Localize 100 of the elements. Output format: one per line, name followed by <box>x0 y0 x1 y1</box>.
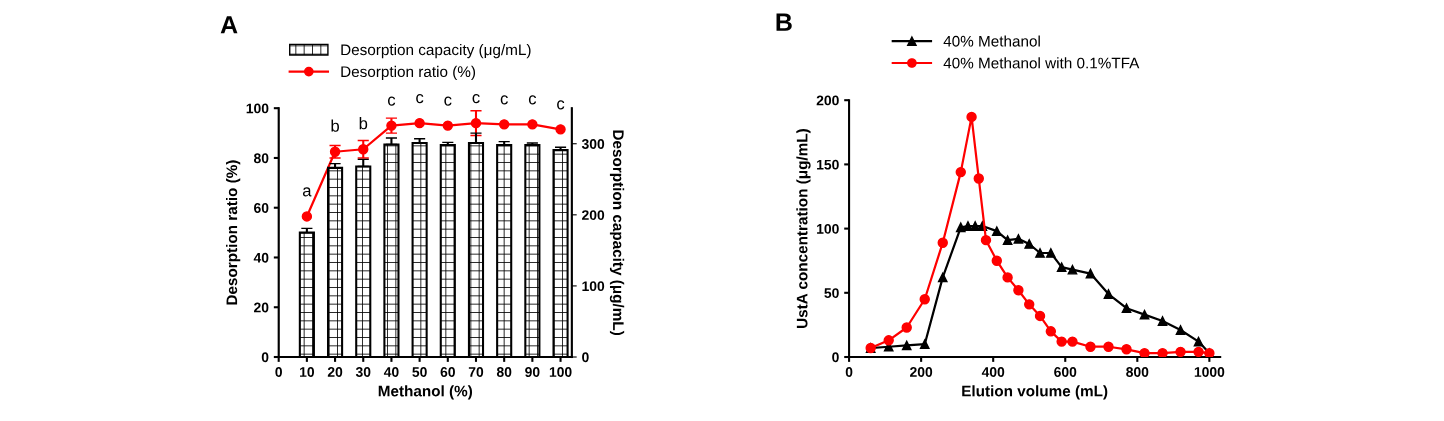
bar <box>411 141 428 358</box>
y-axis-title: UstA concentration (μg/mL) <box>796 129 811 328</box>
point <box>1121 344 1132 355</box>
annotation: c <box>472 94 480 104</box>
point <box>498 119 510 130</box>
x-tick-label: 800 <box>1126 367 1149 377</box>
x-tick-label: 30 <box>355 367 371 377</box>
chart-title: A <box>220 16 238 34</box>
point <box>1002 235 1013 246</box>
point <box>414 117 425 129</box>
annotation: c <box>528 95 537 105</box>
point <box>919 294 930 305</box>
annotation: b <box>359 117 368 130</box>
legend-label: Desorption capacity (μg/mL) <box>341 43 531 59</box>
point <box>301 211 313 222</box>
annotation: b <box>331 119 339 132</box>
point <box>1056 336 1067 347</box>
point <box>1103 341 1114 352</box>
point <box>1157 316 1168 326</box>
point <box>991 255 1003 266</box>
y2-tick-label: 100 <box>582 281 605 292</box>
point <box>1175 346 1186 358</box>
y2-tick-label: 200 <box>582 210 605 220</box>
point <box>1085 341 1096 352</box>
point <box>937 237 948 248</box>
point <box>1067 264 1078 275</box>
point <box>901 322 912 333</box>
point <box>901 340 912 351</box>
point <box>919 339 930 350</box>
chart-title: B <box>776 13 792 31</box>
y2-axis-title: Desorption capacity (μg/mL) <box>609 130 625 335</box>
annotation: c <box>387 96 396 106</box>
point <box>973 173 984 184</box>
y-tick-label: 0 <box>261 352 269 363</box>
x-axis-title: Methanol (%) <box>378 385 473 400</box>
bar <box>326 166 344 358</box>
y2-tick-label: 300 <box>581 139 605 149</box>
point <box>1034 310 1046 322</box>
bar <box>383 143 400 358</box>
y-tick-label: 50 <box>824 288 839 298</box>
x-tick-label: 50 <box>412 367 427 377</box>
y2-tick-label: 0 <box>582 352 589 363</box>
bar <box>439 144 456 358</box>
legend-label: Desorption ratio (%) <box>341 65 476 81</box>
annotation: c <box>416 94 424 104</box>
point <box>1024 239 1035 249</box>
point <box>1067 336 1078 347</box>
point <box>555 124 566 135</box>
point <box>963 221 973 231</box>
x-tick-label: 1000 <box>1194 367 1225 377</box>
x-tick-label: 400 <box>981 367 1005 377</box>
annotation: c <box>557 100 565 110</box>
x-tick-label: 90 <box>525 367 540 377</box>
x-tick-label: 60 <box>440 367 455 377</box>
point <box>1045 248 1056 258</box>
point <box>955 166 966 178</box>
y-tick-label: 100 <box>246 103 269 114</box>
point <box>1002 272 1013 283</box>
x-tick-label: 0 <box>275 367 282 377</box>
point <box>1157 347 1168 358</box>
x-axis-title: Elution volume (mL) <box>962 385 1108 400</box>
y-tick-label: 40 <box>253 252 269 263</box>
annotation: c <box>500 95 508 105</box>
x-tick-label: 200 <box>910 367 933 377</box>
bar <box>552 149 569 358</box>
x-tick-label: 40 <box>383 367 399 377</box>
point <box>966 111 977 123</box>
point <box>955 222 966 233</box>
point <box>937 272 948 283</box>
point <box>1139 347 1150 358</box>
bar <box>496 144 513 358</box>
y-tick-label: 200 <box>816 95 839 106</box>
y-tick-label: 150 <box>817 159 839 170</box>
y-tick-label: 80 <box>253 153 269 164</box>
point <box>1035 248 1045 258</box>
point <box>1056 262 1067 272</box>
x-tick-label: 70 <box>468 367 484 377</box>
y-tick-label: 20 <box>254 302 269 313</box>
y-tick-label: 60 <box>254 203 269 213</box>
x-tick-label: 80 <box>496 367 512 377</box>
bar <box>467 141 485 358</box>
annotation: c <box>444 96 452 106</box>
point <box>1121 303 1132 314</box>
x-tick-label: 0 <box>845 367 853 377</box>
point <box>883 335 894 346</box>
x-tick-label: 20 <box>327 367 343 377</box>
x-tick-label: 100 <box>549 367 572 377</box>
point <box>442 120 454 131</box>
legend-label: 40% Methanol <box>943 35 1040 47</box>
legend-label: 40% Methanol with 0.1%TFA <box>943 57 1140 69</box>
x-tick-label: 600 <box>1054 367 1077 377</box>
point <box>991 226 1002 237</box>
bar <box>298 231 315 358</box>
y-tick-label: 0 <box>832 352 839 363</box>
bar <box>524 144 541 358</box>
annotation: a <box>302 187 312 197</box>
point <box>1193 346 1204 358</box>
point <box>1085 268 1096 279</box>
point <box>1013 285 1024 296</box>
y-axis-title: Desorption ratio (%) <box>226 160 241 305</box>
